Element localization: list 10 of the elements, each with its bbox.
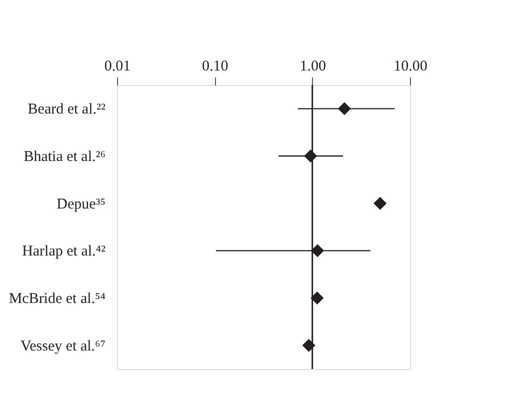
- y-tick-label: McBride et al.⁵⁴: [8, 291, 106, 307]
- x-tick-label: 1.00: [300, 58, 326, 74]
- y-tick-label: Depue³⁵: [56, 196, 106, 212]
- x-tick-label: 10.00: [394, 58, 428, 74]
- x-tick-label: 0.10: [202, 58, 228, 74]
- x-tick-label: 0.01: [104, 58, 131, 74]
- y-tick-label: Bhatia et al.²⁶: [24, 149, 106, 165]
- y-tick-label: Harlap et al.⁴²: [22, 244, 106, 260]
- y-tick-label: Beard et al.²²: [28, 102, 106, 118]
- y-tick-label: Vessey et al.⁶⁷: [20, 338, 106, 354]
